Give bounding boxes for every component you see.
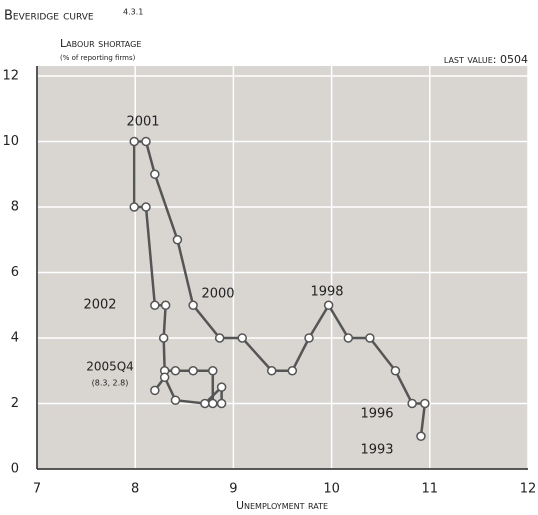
point — [216, 382, 227, 392]
point — [390, 366, 401, 376]
point — [150, 300, 160, 310]
x-tick-label: 11 — [422, 482, 439, 497]
point — [172, 235, 183, 245]
y-tick-label: 6 — [11, 265, 19, 280]
y-axis-sublabel: (% of reporting firms) — [60, 54, 136, 62]
point — [323, 300, 334, 310]
annotation: 1998 — [310, 285, 343, 300]
point — [214, 333, 225, 343]
point — [420, 398, 430, 409]
point — [170, 395, 181, 405]
point — [365, 333, 375, 343]
point — [237, 333, 247, 343]
point — [141, 202, 151, 212]
point — [150, 385, 160, 396]
x-tick-label: 9 — [229, 482, 237, 497]
point — [129, 136, 139, 147]
plot-area — [37, 66, 528, 469]
point — [170, 366, 181, 376]
point — [141, 136, 151, 147]
point — [188, 366, 198, 376]
title-ref: 4.3.1 — [123, 8, 143, 17]
annotation: 1993 — [360, 443, 393, 458]
point — [208, 366, 218, 376]
y-tick-label: 10 — [2, 134, 19, 149]
y-tick-label: 12 — [2, 69, 19, 84]
point — [129, 202, 139, 212]
point — [216, 398, 227, 409]
point — [343, 333, 354, 343]
y-tick-label: 8 — [11, 200, 19, 215]
point — [158, 333, 169, 343]
annotation: 1996 — [360, 407, 393, 422]
x-tick-label: 10 — [323, 482, 340, 497]
annotation: (8.3, 2.8) — [92, 379, 129, 388]
annotation: 2001 — [126, 115, 159, 130]
point — [416, 431, 426, 441]
x-axis-label: Unemployment rate — [236, 499, 328, 512]
point — [266, 366, 277, 376]
y-tick-label: 2 — [11, 396, 19, 411]
y-tick-label: 4 — [11, 331, 19, 346]
x-tick-label: 7 — [33, 482, 41, 497]
point — [208, 398, 218, 409]
note: last value: 0504 — [444, 53, 528, 66]
y-tick-label: 0 — [11, 462, 19, 477]
annotation: 2005Q4 — [86, 360, 134, 374]
x-tick-label: 12 — [520, 482, 537, 497]
point — [304, 333, 314, 343]
point — [188, 300, 198, 310]
chart-title: Beveridge curve — [4, 9, 94, 24]
point — [287, 366, 298, 376]
point — [150, 169, 160, 179]
point — [159, 372, 170, 383]
point — [200, 398, 210, 409]
x-tick-label: 8 — [131, 482, 139, 497]
y-axis-label: Labour shortage — [60, 37, 141, 50]
annotation: 2002 — [83, 298, 116, 313]
annotation: 2000 — [201, 287, 234, 302]
point — [407, 398, 417, 409]
point — [160, 300, 171, 310]
